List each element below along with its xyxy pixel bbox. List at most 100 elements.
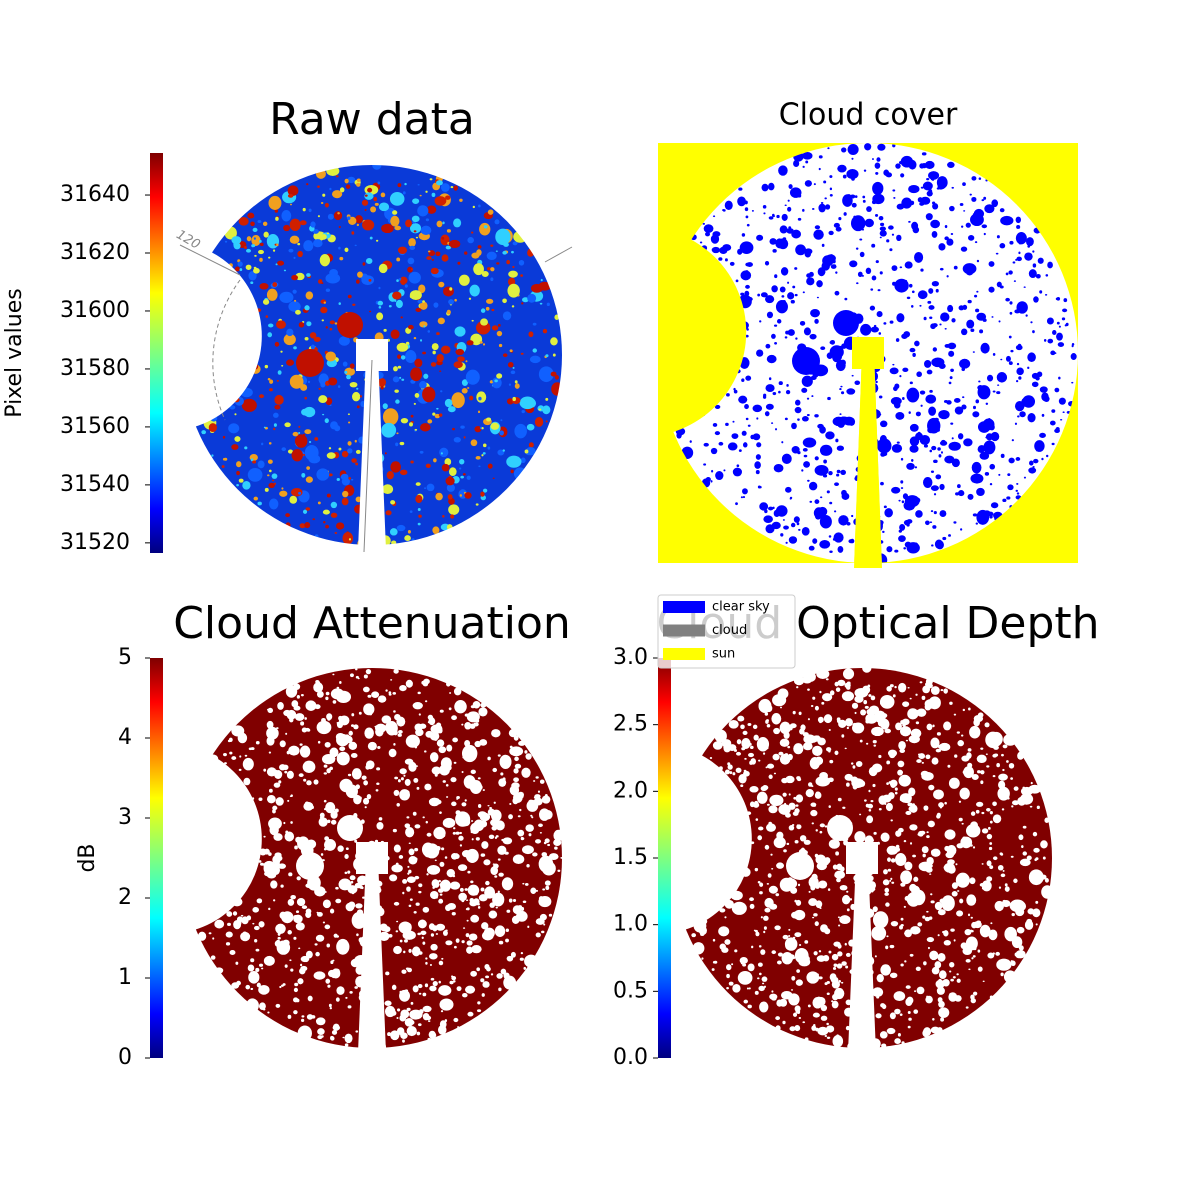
sky-blob — [1027, 352, 1036, 362]
sky-blob — [907, 686, 910, 689]
sky-blob — [539, 913, 547, 921]
sky-blob — [727, 292, 730, 295]
sky-blob — [415, 765, 419, 767]
sky-blob — [956, 910, 964, 917]
sky-blob — [548, 913, 553, 917]
sky-blob — [938, 409, 950, 420]
sky-blob — [984, 204, 995, 214]
sky-blob — [723, 745, 731, 753]
sky-blob — [202, 830, 209, 837]
sky-blob — [961, 404, 967, 410]
sky-blob — [272, 805, 278, 811]
sky-blob — [712, 938, 716, 942]
sky-blob — [250, 363, 259, 370]
sky-blob — [397, 183, 402, 188]
sky-blob — [539, 779, 545, 784]
sky-blob — [897, 1032, 901, 1037]
sky-blob — [236, 806, 246, 816]
sky-blob — [439, 1020, 447, 1029]
sky-blob — [366, 760, 375, 770]
sky-blob — [375, 864, 380, 868]
sky-blob — [767, 873, 772, 878]
sky-blob — [971, 773, 979, 780]
sky-blob — [297, 978, 304, 985]
sky-blob — [273, 782, 281, 788]
sky-blob — [903, 733, 907, 736]
sky-blob — [231, 897, 243, 907]
sky-blob — [338, 447, 342, 451]
sky-blob — [492, 863, 495, 865]
sky-blob — [864, 705, 869, 709]
sky-blob — [765, 766, 768, 769]
sky-blob — [929, 316, 933, 320]
sky-blob — [814, 513, 822, 520]
sky-blob — [747, 963, 755, 972]
sky-blob — [980, 770, 985, 775]
sky-blob — [790, 522, 796, 528]
sky-blob — [934, 961, 942, 969]
sky-blob — [403, 774, 406, 777]
sky-blob — [181, 850, 184, 854]
sky-blob — [294, 434, 308, 448]
sky-blob — [838, 217, 842, 221]
sky-blob — [812, 745, 823, 756]
sky-blob — [799, 320, 806, 326]
sky-blob — [875, 1013, 882, 1019]
sky-blob — [665, 369, 669, 373]
sky-blob — [288, 716, 291, 718]
sky-blob — [776, 999, 783, 1007]
sky-blob — [902, 396, 905, 400]
sky-blob — [329, 908, 335, 914]
sky-blob — [766, 823, 776, 832]
sky-blob — [690, 234, 697, 241]
sky-blob — [512, 366, 515, 369]
sky-blob — [672, 290, 676, 295]
sky-blob — [458, 892, 467, 902]
sky-blob — [424, 843, 440, 859]
sky-blob — [779, 738, 790, 747]
sky-blob — [860, 323, 872, 336]
sky-blob — [741, 747, 746, 751]
sky-blob — [959, 358, 971, 369]
sky-blob — [712, 215, 716, 218]
sky-blob — [924, 163, 927, 166]
sky-blob — [808, 481, 818, 491]
sky-blob — [397, 1008, 401, 1012]
sky-blob — [384, 855, 390, 861]
sky-blob — [397, 354, 401, 359]
sky-blob — [768, 182, 775, 191]
sky-blob — [388, 748, 397, 758]
sky-blob — [233, 342, 241, 349]
sky-blob — [556, 829, 564, 837]
sky-blob — [238, 836, 242, 840]
sky-blob — [1025, 314, 1028, 317]
sky-blob — [1044, 294, 1048, 296]
sky-blob — [808, 890, 811, 893]
sky-blob — [450, 852, 459, 860]
sky-blob — [862, 874, 874, 883]
sky-blob — [438, 898, 444, 904]
sky-blob — [741, 233, 746, 237]
sky-blob — [368, 278, 372, 282]
sky-blob — [299, 743, 303, 746]
sky-blob — [883, 869, 888, 875]
sky-blob — [883, 322, 887, 325]
sky-blob — [246, 805, 252, 809]
sky-blob — [229, 405, 236, 410]
sky-blob — [417, 507, 421, 512]
sky-blob — [772, 506, 775, 510]
sky-blob — [208, 393, 216, 400]
sky-blob — [285, 732, 288, 735]
sky-blob — [524, 882, 529, 886]
sky-blob — [969, 725, 981, 739]
sky-blob — [989, 463, 996, 470]
sky-blob — [406, 1026, 417, 1037]
sky-blob — [377, 181, 381, 185]
sky-blob — [705, 801, 710, 806]
sky-blob — [715, 471, 724, 481]
sky-blob — [738, 294, 752, 309]
sky-blob — [233, 242, 241, 250]
sky-blob — [326, 768, 331, 774]
sky-blob — [298, 322, 305, 328]
sky-blob — [281, 365, 284, 367]
